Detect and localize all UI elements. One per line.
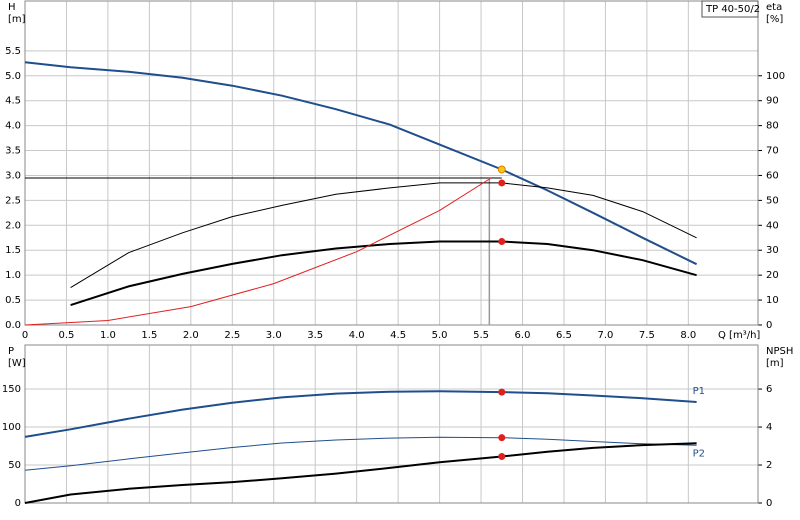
x-axis-label: Q [m³/h] xyxy=(718,330,760,341)
operating-point xyxy=(498,434,506,442)
x-tick-label: 4.0 xyxy=(349,330,365,341)
y-tick-label: 1.5 xyxy=(5,245,21,256)
y2-tick-label: 4 xyxy=(766,422,772,433)
operating-point xyxy=(498,238,506,246)
x-tick-label: 1.0 xyxy=(100,330,116,341)
plot-area xyxy=(25,1,758,325)
y-tick-label: 1.0 xyxy=(5,270,21,281)
y2-axis-label: [%] xyxy=(766,14,783,25)
y2-axis-label: NPSH xyxy=(766,346,793,357)
y-axis-label: H xyxy=(8,2,16,13)
y-tick-label: 4.0 xyxy=(5,121,21,132)
y-axis-label: P xyxy=(8,346,14,357)
y2-tick-label: 50 xyxy=(766,195,779,206)
y2-tick-label: 6 xyxy=(766,384,772,395)
y-tick-label: 2.0 xyxy=(5,220,21,231)
series-line xyxy=(24,390,697,438)
x-tick-label: 7.5 xyxy=(639,330,655,341)
y-tick-label: 0.0 xyxy=(5,320,21,331)
operating-point xyxy=(498,388,506,396)
series-line xyxy=(24,436,697,471)
x-tick-label: 3.0 xyxy=(266,330,282,341)
x-tick-label: 6.5 xyxy=(556,330,572,341)
series-line xyxy=(70,240,697,307)
plot-border xyxy=(24,344,759,504)
x-tick-label: 5.5 xyxy=(473,330,489,341)
y2-tick-label: 70 xyxy=(766,146,779,157)
x-tick-label: 0 xyxy=(22,330,28,341)
y-tick-label: 3.0 xyxy=(5,170,21,181)
x-tick-label: 7.0 xyxy=(597,330,613,341)
chart-title: TP 40-50/2 xyxy=(705,4,760,15)
y2-tick-label: 2 xyxy=(766,460,772,471)
series-line xyxy=(24,442,697,504)
x-tick-label: 5.0 xyxy=(432,330,448,341)
plot-area xyxy=(25,345,758,503)
operating-point xyxy=(497,165,506,174)
y-tick-label: 0 xyxy=(15,498,21,509)
y-tick-label: 5.5 xyxy=(5,46,21,57)
operating-point xyxy=(498,179,506,187)
x-tick-label: 2.0 xyxy=(183,330,199,341)
x-tick-label: 4.5 xyxy=(390,330,406,341)
x-tick-label: 8.0 xyxy=(680,330,696,341)
plot-border xyxy=(24,0,759,326)
y2-tick-label: 20 xyxy=(766,270,779,281)
series-label: P2 xyxy=(693,448,705,459)
y2-tick-label: 100 xyxy=(766,71,785,82)
x-tick-label: 2.5 xyxy=(224,330,240,341)
y-tick-label: 5.0 xyxy=(5,71,21,82)
y2-tick-label: 0 xyxy=(766,320,772,331)
y2-tick-label: 80 xyxy=(766,121,779,132)
y-tick-label: 0.5 xyxy=(5,295,21,306)
y-tick-label: 150 xyxy=(2,384,21,395)
y2-tick-label: 40 xyxy=(766,220,779,231)
operating-point xyxy=(498,452,506,460)
legend-box xyxy=(701,0,759,18)
series-line xyxy=(24,61,698,266)
y2-axis-label: eta xyxy=(766,2,782,13)
y2-axis-label: [m] xyxy=(766,358,784,369)
series-label: P1 xyxy=(693,386,705,397)
y-axis-label: [m] xyxy=(8,14,26,25)
y-tick-label: 50 xyxy=(8,460,21,471)
y-tick-label: 2.5 xyxy=(5,195,21,206)
x-tick-label: 0.5 xyxy=(59,330,75,341)
y2-tick-label: 90 xyxy=(766,96,779,107)
y2-tick-label: 30 xyxy=(766,245,779,256)
series-line xyxy=(70,182,697,289)
y-tick-label: 4.5 xyxy=(5,96,21,107)
y2-tick-label: 0 xyxy=(766,498,772,509)
y2-tick-label: 60 xyxy=(766,170,779,181)
x-tick-label: 6.0 xyxy=(515,330,531,341)
x-tick-label: 1.5 xyxy=(141,330,157,341)
x-tick-label: 3.5 xyxy=(307,330,323,341)
y-tick-label: 100 xyxy=(2,422,21,433)
y-axis-label: [W] xyxy=(8,358,26,369)
y-tick-label: 3.5 xyxy=(5,146,21,157)
y2-tick-label: 10 xyxy=(766,295,779,306)
series-line xyxy=(24,177,492,326)
